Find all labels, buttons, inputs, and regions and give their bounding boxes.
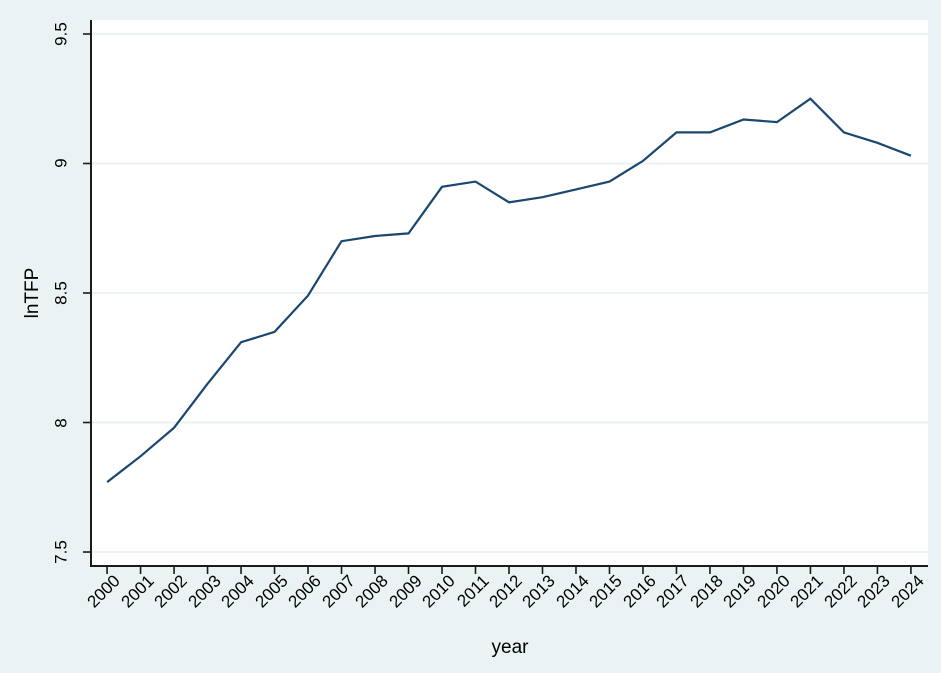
x-axis-title: year: [491, 637, 529, 658]
y-tick-label: 8: [51, 417, 71, 428]
tfp-line-series: [106, 97, 912, 483]
y-tick-label: 8.5: [51, 281, 71, 305]
axis-tick-marks: [83, 33, 912, 574]
y-tick-label: 7.5: [51, 540, 71, 564]
horizontal-gridlines: [91, 32, 928, 554]
axis-lines: [90, 20, 928, 567]
y-axis-title: lnTFP: [22, 267, 43, 319]
y-tick-label: 9.5: [51, 22, 71, 46]
y-tick-label: 9: [51, 158, 71, 169]
